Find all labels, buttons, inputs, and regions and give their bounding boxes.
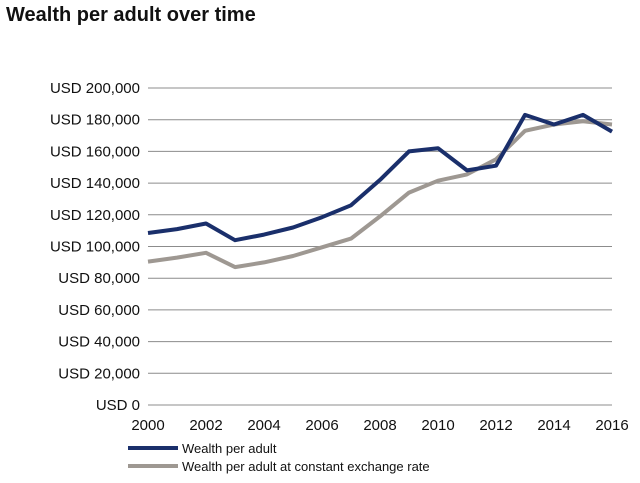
y-tick-label: USD 160,000 — [50, 143, 140, 160]
x-tick-label: 2012 — [479, 417, 512, 434]
x-tick-label: 2004 — [247, 417, 280, 434]
legend-label: Wealth per adult at constant exchange ra… — [182, 459, 430, 474]
y-tick-label: USD 20,000 — [58, 365, 140, 382]
x-tick-label: 2006 — [305, 417, 338, 434]
y-tick-label: USD 60,000 — [58, 302, 140, 319]
y-tick-label: USD 120,000 — [50, 207, 140, 224]
x-tick-label: 2002 — [189, 417, 222, 434]
x-axis-tick-labels: 2000 2002 2004 2006 2008 2010 2012 2014 2016 — [131, 417, 628, 434]
y-tick-label: USD 80,000 — [58, 270, 140, 287]
legend: Wealth per adult Wealth per adult at cons… — [128, 441, 430, 474]
series-line-2 — [147, 119, 613, 270]
legend-label: Wealth per adult — [182, 441, 277, 456]
x-tick-label: 2008 — [363, 417, 396, 434]
series-lines — [147, 112, 613, 270]
x-tick-label: 2016 — [595, 417, 628, 434]
y-tick-label: USD 100,000 — [50, 239, 140, 256]
y-tick-label: USD 40,000 — [58, 334, 140, 351]
series-line-1 — [147, 112, 613, 243]
gridlines — [148, 87, 612, 406]
y-tick-label: USD 200,000 — [50, 80, 140, 97]
x-tick-label: 2000 — [131, 417, 164, 434]
y-tick-label: USD 0 — [96, 397, 140, 414]
y-tick-label: USD 140,000 — [50, 175, 140, 192]
chart-title: Wealth per adult over time — [6, 4, 256, 26]
y-tick-label: USD 180,000 — [50, 112, 140, 129]
x-tick-label: 2010 — [421, 417, 454, 434]
x-tick-label: 2014 — [537, 417, 570, 434]
y-axis-tick-labels: USD 0 USD 20,000 USD 40,000 USD 60,000 USD 8… — [50, 80, 140, 414]
